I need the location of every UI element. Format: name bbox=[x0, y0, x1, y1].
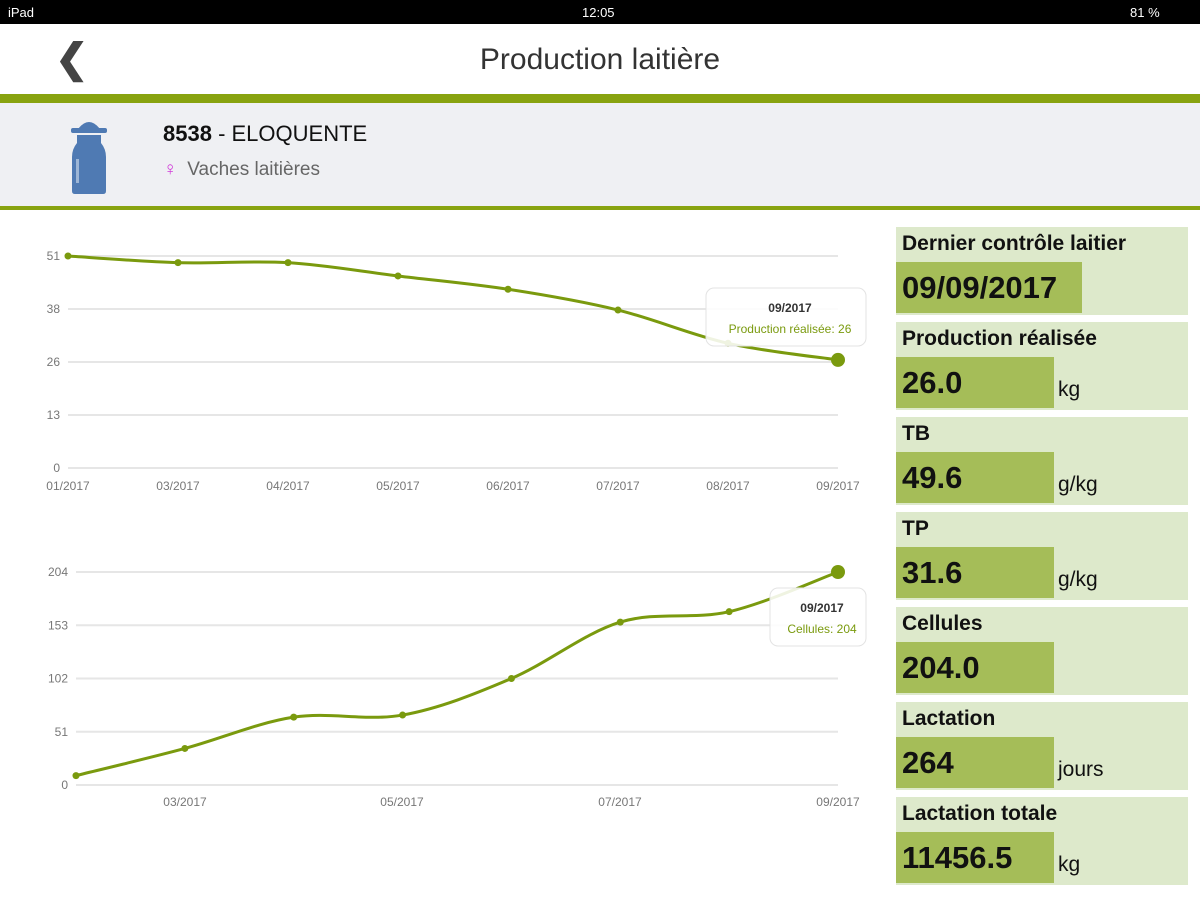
animal-name: 8538 - ELOQUENTE bbox=[163, 121, 367, 147]
data-point bbox=[831, 565, 845, 579]
stat-label: TP bbox=[902, 517, 929, 540]
data-point bbox=[399, 711, 407, 719]
stat-label: Production réalisée bbox=[902, 327, 1097, 350]
accent-divider bbox=[0, 94, 1200, 103]
x-tick-label: 08/2017 bbox=[706, 479, 750, 493]
charts-area: 0 13 26 38 51 01/2017 03/2017 04/2017 05/2017 06/… bbox=[46, 249, 867, 809]
stat-unit: kg bbox=[1058, 853, 1081, 876]
x-tick-label: 01/2017 bbox=[46, 479, 90, 493]
y-tick-label: 13 bbox=[47, 408, 61, 422]
y-tick-label: 0 bbox=[53, 461, 60, 475]
status-bar: iPad 12:05 81 % bbox=[0, 0, 1200, 24]
data-point bbox=[504, 285, 512, 293]
y-tick-label: 38 bbox=[47, 302, 61, 316]
y-tick-label: 51 bbox=[47, 249, 61, 263]
data-point bbox=[394, 272, 402, 280]
stat-value: 31.6 bbox=[896, 547, 1054, 598]
x-tick-label: 07/2017 bbox=[598, 795, 642, 809]
cellules-chart[interactable]: 0 51 102 153 204 03/2017 05/2017 07/2017 09/2017… bbox=[48, 565, 867, 809]
stat-value: 26.0 bbox=[896, 357, 1054, 408]
data-point bbox=[507, 675, 515, 682]
stat-unit: kg bbox=[1058, 378, 1081, 401]
y-tick-label: 153 bbox=[48, 618, 68, 632]
animal-header: 8538 - ELOQUENTE ♀ Vaches laitières bbox=[0, 103, 1200, 210]
y-tick-label: 51 bbox=[55, 725, 69, 739]
animal-type-label: Vaches laitières bbox=[187, 159, 320, 180]
stat-label: Lactation bbox=[902, 707, 996, 730]
stat-label: Cellules bbox=[902, 612, 983, 635]
animal-label: - ELOQUENTE bbox=[211, 121, 368, 146]
data-point bbox=[64, 252, 72, 260]
x-tick-label: 04/2017 bbox=[266, 479, 310, 493]
milk-bottle-icon bbox=[71, 122, 107, 194]
x-tick-label: 07/2017 bbox=[596, 479, 640, 493]
data-point bbox=[174, 259, 182, 267]
device-label: iPad bbox=[8, 5, 35, 20]
stat-value: 264 bbox=[896, 737, 1054, 788]
x-tick-label: 09/2017 bbox=[816, 479, 860, 493]
data-point bbox=[725, 608, 733, 616]
tooltip-value: Cellules: 204 bbox=[787, 622, 857, 636]
x-tick-label: 05/2017 bbox=[380, 795, 424, 809]
production-chart[interactable]: 0 13 26 38 51 01/2017 03/2017 04/2017 05/2017 06/… bbox=[46, 249, 867, 493]
stat-value: 204.0 bbox=[896, 642, 1054, 693]
stat-unit: jours bbox=[1058, 758, 1104, 781]
stat-value: 09/09/2017 bbox=[896, 262, 1082, 313]
tooltip-box bbox=[705, 287, 867, 347]
stat-card: TP 31.6 g/kg bbox=[896, 512, 1188, 600]
tooltip-box bbox=[769, 587, 867, 647]
stat-unit: g/kg bbox=[1058, 568, 1098, 591]
x-tick-label: 06/2017 bbox=[486, 479, 530, 493]
y-tick-label: 102 bbox=[48, 672, 68, 686]
tooltip-date: 09/2017 bbox=[768, 301, 812, 315]
y-tick-label: 0 bbox=[61, 778, 68, 792]
stat-unit: g/kg bbox=[1058, 473, 1098, 496]
page-title: Production laitière bbox=[479, 43, 721, 76]
stat-card: Dernier contrôle laitier 09/09/2017 bbox=[896, 227, 1188, 315]
series-line bbox=[75, 570, 839, 778]
x-tick-label: 03/2017 bbox=[163, 795, 207, 809]
x-tick-label: 05/2017 bbox=[376, 479, 420, 493]
tooltip: 09/2017 Production réalisée: 26 bbox=[705, 287, 867, 347]
data-point bbox=[72, 772, 80, 780]
data-point bbox=[290, 713, 298, 721]
animal-number: 8538 bbox=[163, 121, 212, 146]
stat-card: Production réalisée 26.0 kg bbox=[896, 322, 1188, 410]
data-point bbox=[616, 618, 624, 626]
y-tick-label: 204 bbox=[48, 565, 68, 579]
stat-card: Lactation totale 11456.5 kg bbox=[896, 797, 1188, 885]
tooltip: 09/2017 Cellules: 204 bbox=[769, 587, 867, 647]
data-point bbox=[181, 744, 189, 752]
female-icon: ♀ bbox=[163, 159, 178, 180]
back-chevron-icon[interactable]: ❮ bbox=[55, 37, 89, 81]
stat-label: Dernier contrôle laitier bbox=[902, 232, 1127, 255]
stat-value: 49.6 bbox=[896, 452, 1054, 503]
x-tick-label: 03/2017 bbox=[156, 479, 200, 493]
animal-type: ♀ Vaches laitières bbox=[163, 159, 320, 181]
stat-label: TB bbox=[902, 422, 930, 445]
data-point bbox=[831, 352, 845, 367]
battery-label: 81 % bbox=[1130, 5, 1160, 20]
stat-value: 11456.5 bbox=[896, 832, 1054, 883]
clock: 12:05 bbox=[582, 5, 615, 20]
nav-bar: ❮ Production laitière bbox=[0, 24, 1200, 94]
tooltip-date: 09/2017 bbox=[800, 601, 844, 615]
stat-card: TB 49.6 g/kg bbox=[896, 417, 1188, 505]
data-point bbox=[284, 259, 292, 267]
data-point bbox=[614, 306, 622, 314]
x-tick-label: 09/2017 bbox=[816, 795, 860, 809]
stat-label: Lactation totale bbox=[902, 802, 1058, 825]
stat-card: Cellules 204.0 bbox=[896, 607, 1188, 695]
stat-card: Lactation 264 jours bbox=[896, 702, 1188, 790]
tooltip-value: Production réalisée: 26 bbox=[729, 322, 852, 336]
y-tick-label: 26 bbox=[47, 355, 61, 369]
